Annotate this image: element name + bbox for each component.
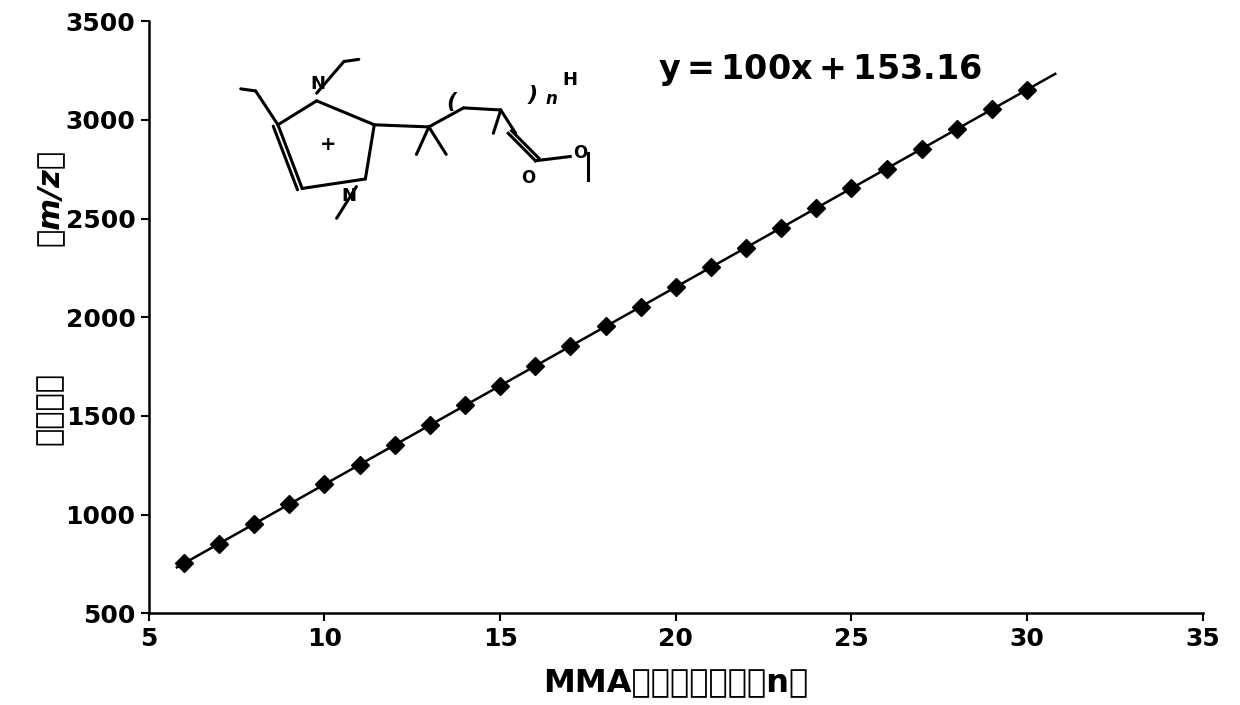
- Text: O: O: [521, 169, 536, 188]
- Text: n: n: [546, 90, 557, 109]
- Text: O: O: [573, 144, 587, 162]
- Text: （m/z）: （m/z）: [35, 149, 64, 246]
- Text: N: N: [310, 75, 325, 93]
- Text: N: N: [341, 187, 356, 204]
- Text: +: +: [320, 135, 337, 154]
- Text: 摩尔质量: 摩尔质量: [35, 372, 64, 446]
- Text: ): ): [528, 85, 538, 105]
- Text: H: H: [563, 71, 578, 90]
- X-axis label: MMA的重复单元数（n）: MMA的重复单元数（n）: [543, 667, 808, 698]
- Text: $\mathbf{y = 100x + 153.16}$: $\mathbf{y = 100x + 153.16}$: [658, 52, 982, 89]
- Text: (: (: [446, 92, 456, 111]
